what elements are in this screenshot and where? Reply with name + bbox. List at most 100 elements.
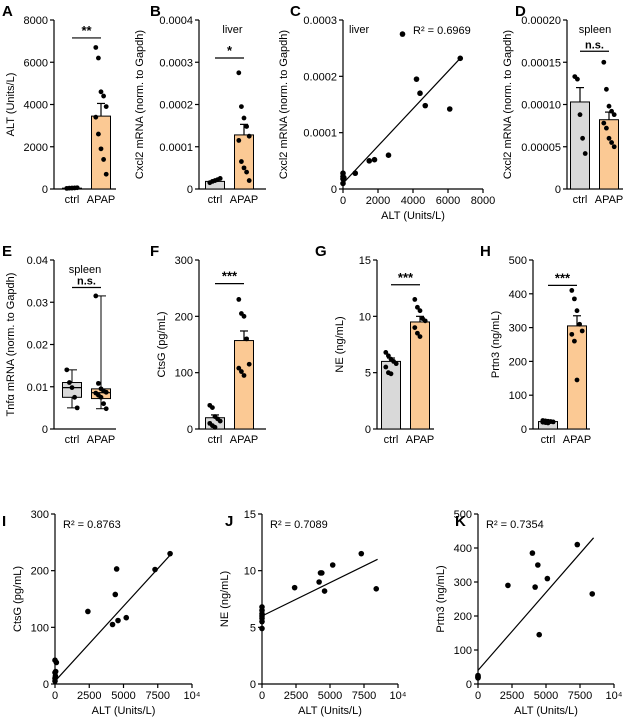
data-point [74,185,80,191]
data-point [96,55,101,61]
data-point [93,293,99,299]
data-point [103,104,109,110]
y-tick-label: 0 [43,679,49,691]
data-point [52,668,59,675]
data-point [212,424,218,430]
data-point [422,102,429,109]
data-point [340,180,346,187]
x-tick-label: 8000 [471,195,495,207]
panel-d: D 0 0.00005 0.00010 0.00015 0.00020 Cxcl2 mRNA… [502,3,623,206]
data-point [93,114,99,120]
data-point [604,86,609,92]
y-axis-label: CtsG (pg/mL) [156,311,168,377]
y-tick-label: 300 [31,509,49,521]
data-point [609,140,614,145]
data-point [606,135,612,141]
panel-letter: F [150,243,159,260]
x-axis-label: ALT (Units/L) [381,210,445,222]
data-point [244,169,250,175]
x-tick-label: APAP [230,194,259,206]
x-tick-label: 2500 [284,690,308,702]
y-tick-label: 0.03 [27,297,48,309]
data-point [241,115,247,121]
y-tick-label: 300 [454,577,472,589]
data-point [529,550,536,556]
y-axis-label: Cxcl2 mRNA (norm. to Gapdh) [278,30,290,179]
data-point [589,591,596,597]
data-point [69,385,75,390]
data-point [101,157,106,162]
y-axis-label: NE (ng/mL) [219,571,231,627]
y-tick-label: 0.00010 [521,100,561,112]
data-point [532,584,538,590]
y-tick-label: 0.01 [27,382,48,394]
y-tick-label: 2000 [24,142,48,154]
x-tick-label: 5000 [534,690,558,702]
data-point [579,328,585,334]
y-axis-label: Cxcl2 mRNA (norm. to Gapdh) [502,30,514,179]
y-tick-label: 500 [454,509,472,521]
y-tick-label: 0.0003 [303,15,337,27]
panel-letter: K [455,513,466,530]
data-point [577,321,582,327]
panel-letter: E [2,243,12,260]
data-point [210,405,215,410]
panel-i: I 0 100 200 300 CtsG (pg/mL) 0 2500 5000 7500 10⁴ A… [2,509,201,717]
y-tick-label: 0.00020 [521,15,561,27]
y-tick-label: 5 [365,368,371,380]
data-point [241,373,247,378]
panel-a: A 0 2000 4000 6000 8000 ALT (Units/L) ctrl APAP *… [2,3,116,206]
data-point [582,151,588,156]
data-point [386,353,391,359]
y-tick-label: 500 [509,255,527,267]
panel-letter: I [2,513,6,530]
x-tick-label: 5000 [318,690,342,702]
y-tick-label: 200 [31,566,49,578]
data-point [67,380,72,385]
y-tick-label: 6000 [24,57,48,69]
data-point [422,318,428,324]
data-point [572,296,577,302]
data-point [291,584,298,591]
x-axis-label: ALT (Units/L) [514,705,578,717]
y-tick-label: 0.00005 [521,142,561,154]
significance-label: *** [398,270,414,285]
data-point [236,297,242,302]
y-tick-label: 0 [331,184,337,196]
y-tick-label: 0.04 [27,255,48,267]
x-tick-label: ctrl [541,434,556,446]
x-tick-label: 0 [259,690,265,702]
data-point [535,562,541,568]
data-point [98,146,104,152]
data-point [412,297,418,302]
significance-label: *** [555,270,571,285]
y-tick-label: 0.0004 [159,15,193,27]
r-squared-label: R² = 0.6969 [413,25,471,37]
significance-label: ** [81,23,92,38]
data-point [85,608,91,615]
data-point [101,93,106,99]
y-tick-label: 400 [454,543,472,555]
data-point [115,617,121,624]
data-point [340,170,346,177]
data-point [246,361,252,367]
panel-letter: C [290,3,301,20]
y-tick-label: 300 [509,323,527,335]
x-tick-label: APAP [87,434,116,446]
data-point [413,76,420,82]
fit-line [261,558,378,617]
x-tick-label: 0 [475,690,481,702]
data-point [96,380,101,386]
data-point [601,120,607,126]
y-axis-label: ALT (Units/L) [5,73,17,137]
data-point [244,336,250,342]
panel-letter: B [150,3,161,20]
data-point [609,108,614,114]
panel-g: G 0 5 10 15 NE (ng/mL) ctrl APAP *** [315,243,434,446]
y-axis-label: CtsG (pg/mL) [12,566,24,632]
x-tick-label: APAP [406,434,435,446]
y-tick-label: 300 [175,255,193,267]
panel-e: E 0 0.01 0.02 0.03 0.04 Tnfα mRNA (norm. to Ga… [2,243,116,446]
x-tick-label: 0 [340,195,346,207]
